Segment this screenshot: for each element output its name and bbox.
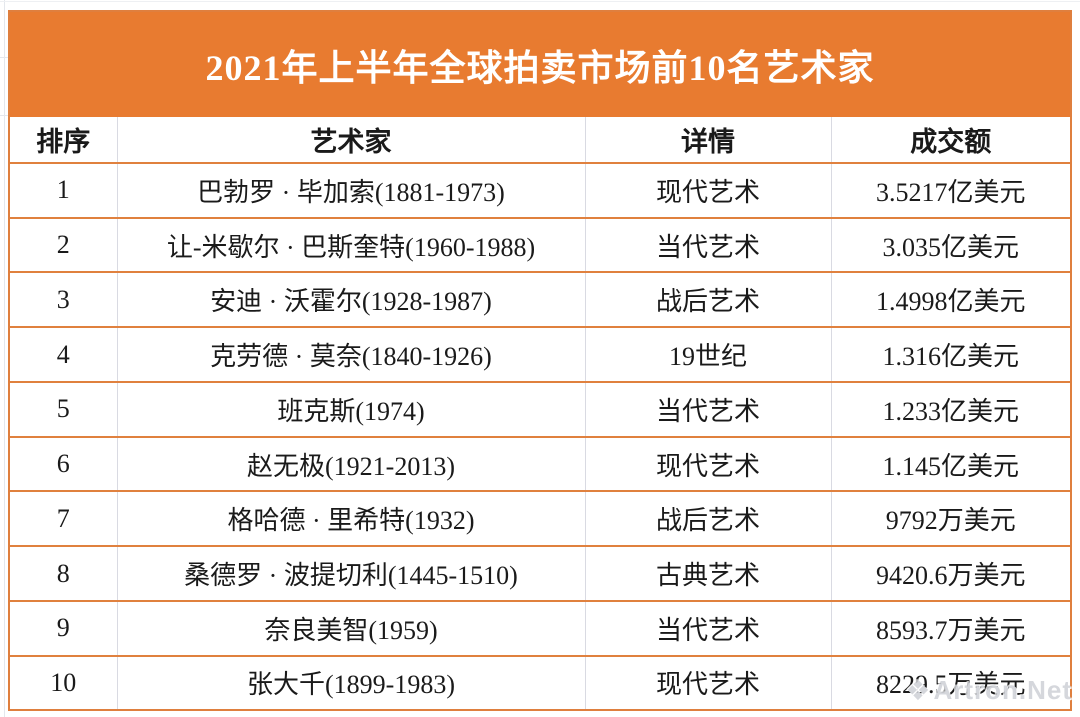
table-header-row: 排序 艺术家 详情 成交额 xyxy=(10,117,1070,163)
detail-cell: 现代艺术 xyxy=(584,654,831,709)
sheet-gridline xyxy=(4,0,5,717)
table-row: 6 赵无极(1921-2013) 现代艺术 1.145亿美元 xyxy=(10,435,1070,492)
title-banner: 2021年上半年全球拍卖市场前10名艺术家 xyxy=(10,12,1070,117)
detail-cell: 当代艺术 xyxy=(584,380,831,437)
page-title: 2021年上半年全球拍卖市场前10名艺术家 xyxy=(205,47,875,88)
table-row: 9 奈良美智(1959) 当代艺术 8593.7万美元 xyxy=(10,599,1070,656)
detail-cell: 当代艺术 xyxy=(584,599,831,656)
detail-cell: 当代艺术 xyxy=(584,216,831,273)
artist-cell: 奈良美智(1959) xyxy=(116,599,585,656)
amount-cell: 1.4998亿美元 xyxy=(830,271,1070,328)
amount-cell: 3.035亿美元 xyxy=(830,216,1070,273)
artist-ranking-table: 排序 艺术家 详情 成交额 1 巴勃罗 · 毕加索(1881-1973) 现代艺… xyxy=(10,117,1070,709)
artist-cell: 赵无极(1921-2013) xyxy=(116,435,585,492)
rank-cell: 3 xyxy=(10,271,117,328)
column-header-detail: 详情 xyxy=(584,117,831,163)
detail-cell: 战后艺术 xyxy=(584,271,831,328)
amount-cell: 1.316亿美元 xyxy=(830,326,1070,382)
ranking-table-panel: 2021年上半年全球拍卖市场前10名艺术家 排序 艺术家 详情 成交额 1 巴勃… xyxy=(8,10,1072,711)
table-row: 4 克劳德 · 莫奈(1840-1926) 19世纪 1.316亿美元 xyxy=(10,326,1070,382)
column-header-artist: 艺术家 xyxy=(116,117,585,163)
detail-cell: 古典艺术 xyxy=(584,545,831,601)
amount-cell: 9420.6万美元 xyxy=(830,545,1070,601)
detail-cell: 现代艺术 xyxy=(584,435,831,492)
table-row: 8 桑德罗 · 波提切利(1445-1510) 古典艺术 9420.6万美元 xyxy=(10,545,1070,601)
sheet-gridline xyxy=(0,57,8,58)
artist-cell: 桑德罗 · 波提切利(1445-1510) xyxy=(116,545,585,601)
table-row: 10 张大千(1899-1983) 现代艺术 8229.5万美元 xyxy=(10,654,1070,709)
artist-cell: 巴勃罗 · 毕加索(1881-1973) xyxy=(116,162,585,218)
amount-cell: 8229.5万美元 xyxy=(830,654,1070,709)
rank-cell: 8 xyxy=(10,545,117,601)
artist-cell: 克劳德 · 莫奈(1840-1926) xyxy=(116,326,585,382)
artist-cell: 格哈德 · 里希特(1932) xyxy=(116,490,585,547)
sheet-gridline xyxy=(0,115,8,116)
artist-cell: 张大千(1899-1983) xyxy=(116,654,585,709)
table-row: 2 让-米歇尔 · 巴斯奎特(1960-1988) 当代艺术 3.035亿美元 xyxy=(10,216,1070,273)
detail-cell: 战后艺术 xyxy=(584,490,831,547)
amount-cell: 8593.7万美元 xyxy=(830,599,1070,656)
artist-cell: 安迪 · 沃霍尔(1928-1987) xyxy=(116,271,585,328)
rank-cell: 1 xyxy=(10,162,117,218)
rank-cell: 10 xyxy=(10,654,117,709)
artist-cell: 让-米歇尔 · 巴斯奎特(1960-1988) xyxy=(116,216,585,273)
amount-cell: 1.233亿美元 xyxy=(830,380,1070,437)
artist-cell: 班克斯(1974) xyxy=(116,380,585,437)
rank-cell: 5 xyxy=(10,380,117,437)
rank-cell: 6 xyxy=(10,435,117,492)
column-header-amount: 成交额 xyxy=(830,117,1070,163)
rank-cell: 2 xyxy=(10,216,117,273)
rank-cell: 7 xyxy=(10,490,117,547)
column-header-rank: 排序 xyxy=(10,117,117,163)
amount-cell: 3.5217亿美元 xyxy=(830,162,1070,218)
table-row: 7 格哈德 · 里希特(1932) 战后艺术 9792万美元 xyxy=(10,490,1070,547)
table-row: 5 班克斯(1974) 当代艺术 1.233亿美元 xyxy=(10,380,1070,437)
amount-cell: 1.145亿美元 xyxy=(830,435,1070,492)
table-row: 1 巴勃罗 · 毕加索(1881-1973) 现代艺术 3.5217亿美元 xyxy=(10,162,1070,218)
table-row: 3 安迪 · 沃霍尔(1928-1987) 战后艺术 1.4998亿美元 xyxy=(10,271,1070,328)
rank-cell: 9 xyxy=(10,599,117,656)
detail-cell: 19世纪 xyxy=(584,326,831,382)
amount-cell: 9792万美元 xyxy=(830,490,1070,547)
rank-cell: 4 xyxy=(10,326,117,382)
sheet-gridline xyxy=(0,1,1080,2)
detail-cell: 现代艺术 xyxy=(584,162,831,218)
